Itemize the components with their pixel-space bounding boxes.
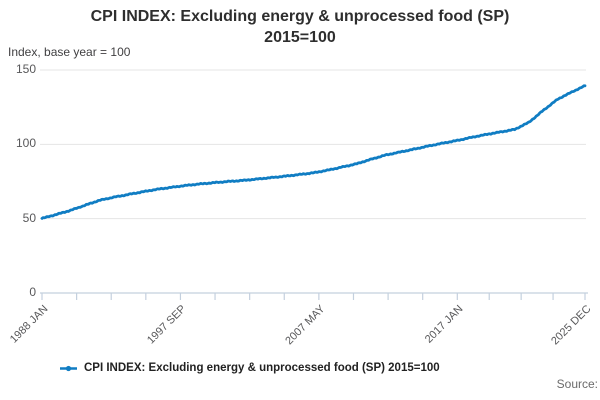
chart-title-line1: CPI INDEX: Excluding energy & unprocesse… [90, 8, 510, 25]
chart-title-line2: 2015=100 [264, 29, 336, 46]
y-axis-tick-label: 150 [15, 62, 36, 76]
chart-title: CPI INDEX: Excluding energy & unprocesse… [0, 6, 600, 48]
series-line [40, 84, 587, 220]
legend-label: CPI INDEX: Excluding energy & unprocesse… [84, 362, 440, 374]
y-axis-unit-label: Index, base year = 100 [8, 45, 131, 59]
source-label: Source: [556, 377, 598, 391]
y-axis-tick-label: 50 [22, 210, 36, 225]
line-with-dot-icon [60, 365, 77, 371]
y-axis-tick-label: 100 [15, 136, 36, 151]
y-axis-tick-label: 0 [29, 285, 36, 299]
legend-item[interactable]: CPI INDEX: Excluding energy & unprocesse… [60, 362, 440, 374]
